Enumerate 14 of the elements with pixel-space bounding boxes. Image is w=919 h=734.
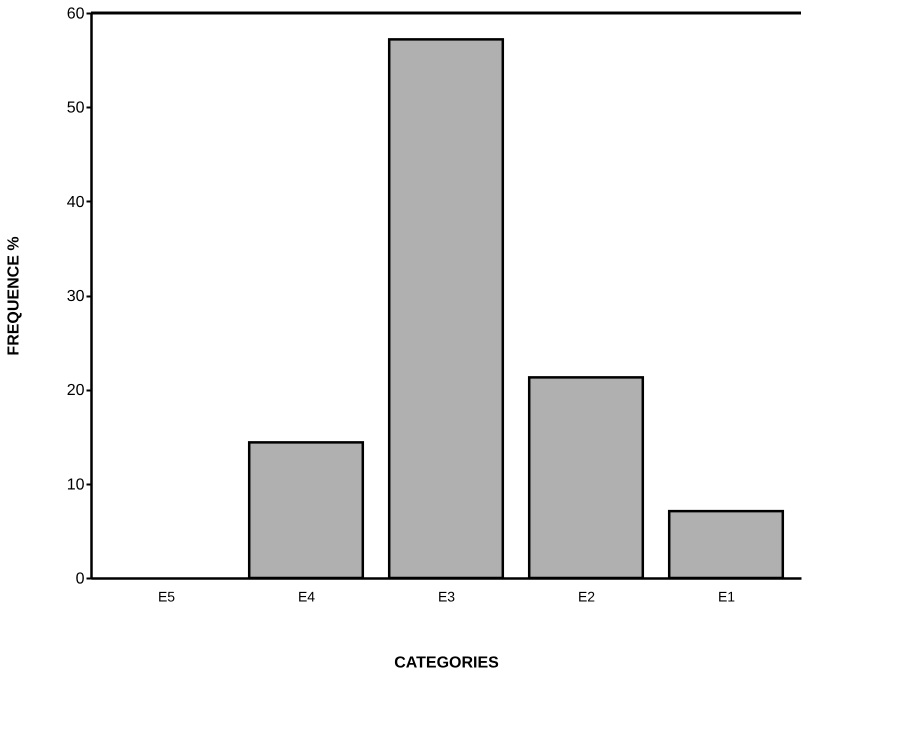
x-axis-title: CATEGORIES: [394, 654, 500, 672]
y-tick-label: 30: [66, 288, 85, 305]
y-tick-label: 10: [66, 476, 85, 494]
x-tick-label: E4: [298, 588, 316, 604]
y-tick-label: 50: [66, 100, 85, 117]
y-tick-label: 0: [76, 570, 85, 588]
x-tick-label: E3: [438, 588, 456, 604]
y-tick-label: 60: [66, 6, 85, 22]
y-axis-title: FREQUENCE %: [6, 236, 23, 356]
x-tick-label: E5: [158, 588, 176, 604]
x-tick-label: E1: [718, 588, 736, 604]
x-tick-label: E2: [578, 588, 596, 604]
y-tick-label: 40: [66, 194, 85, 211]
y-tick-label: 20: [66, 382, 85, 400]
